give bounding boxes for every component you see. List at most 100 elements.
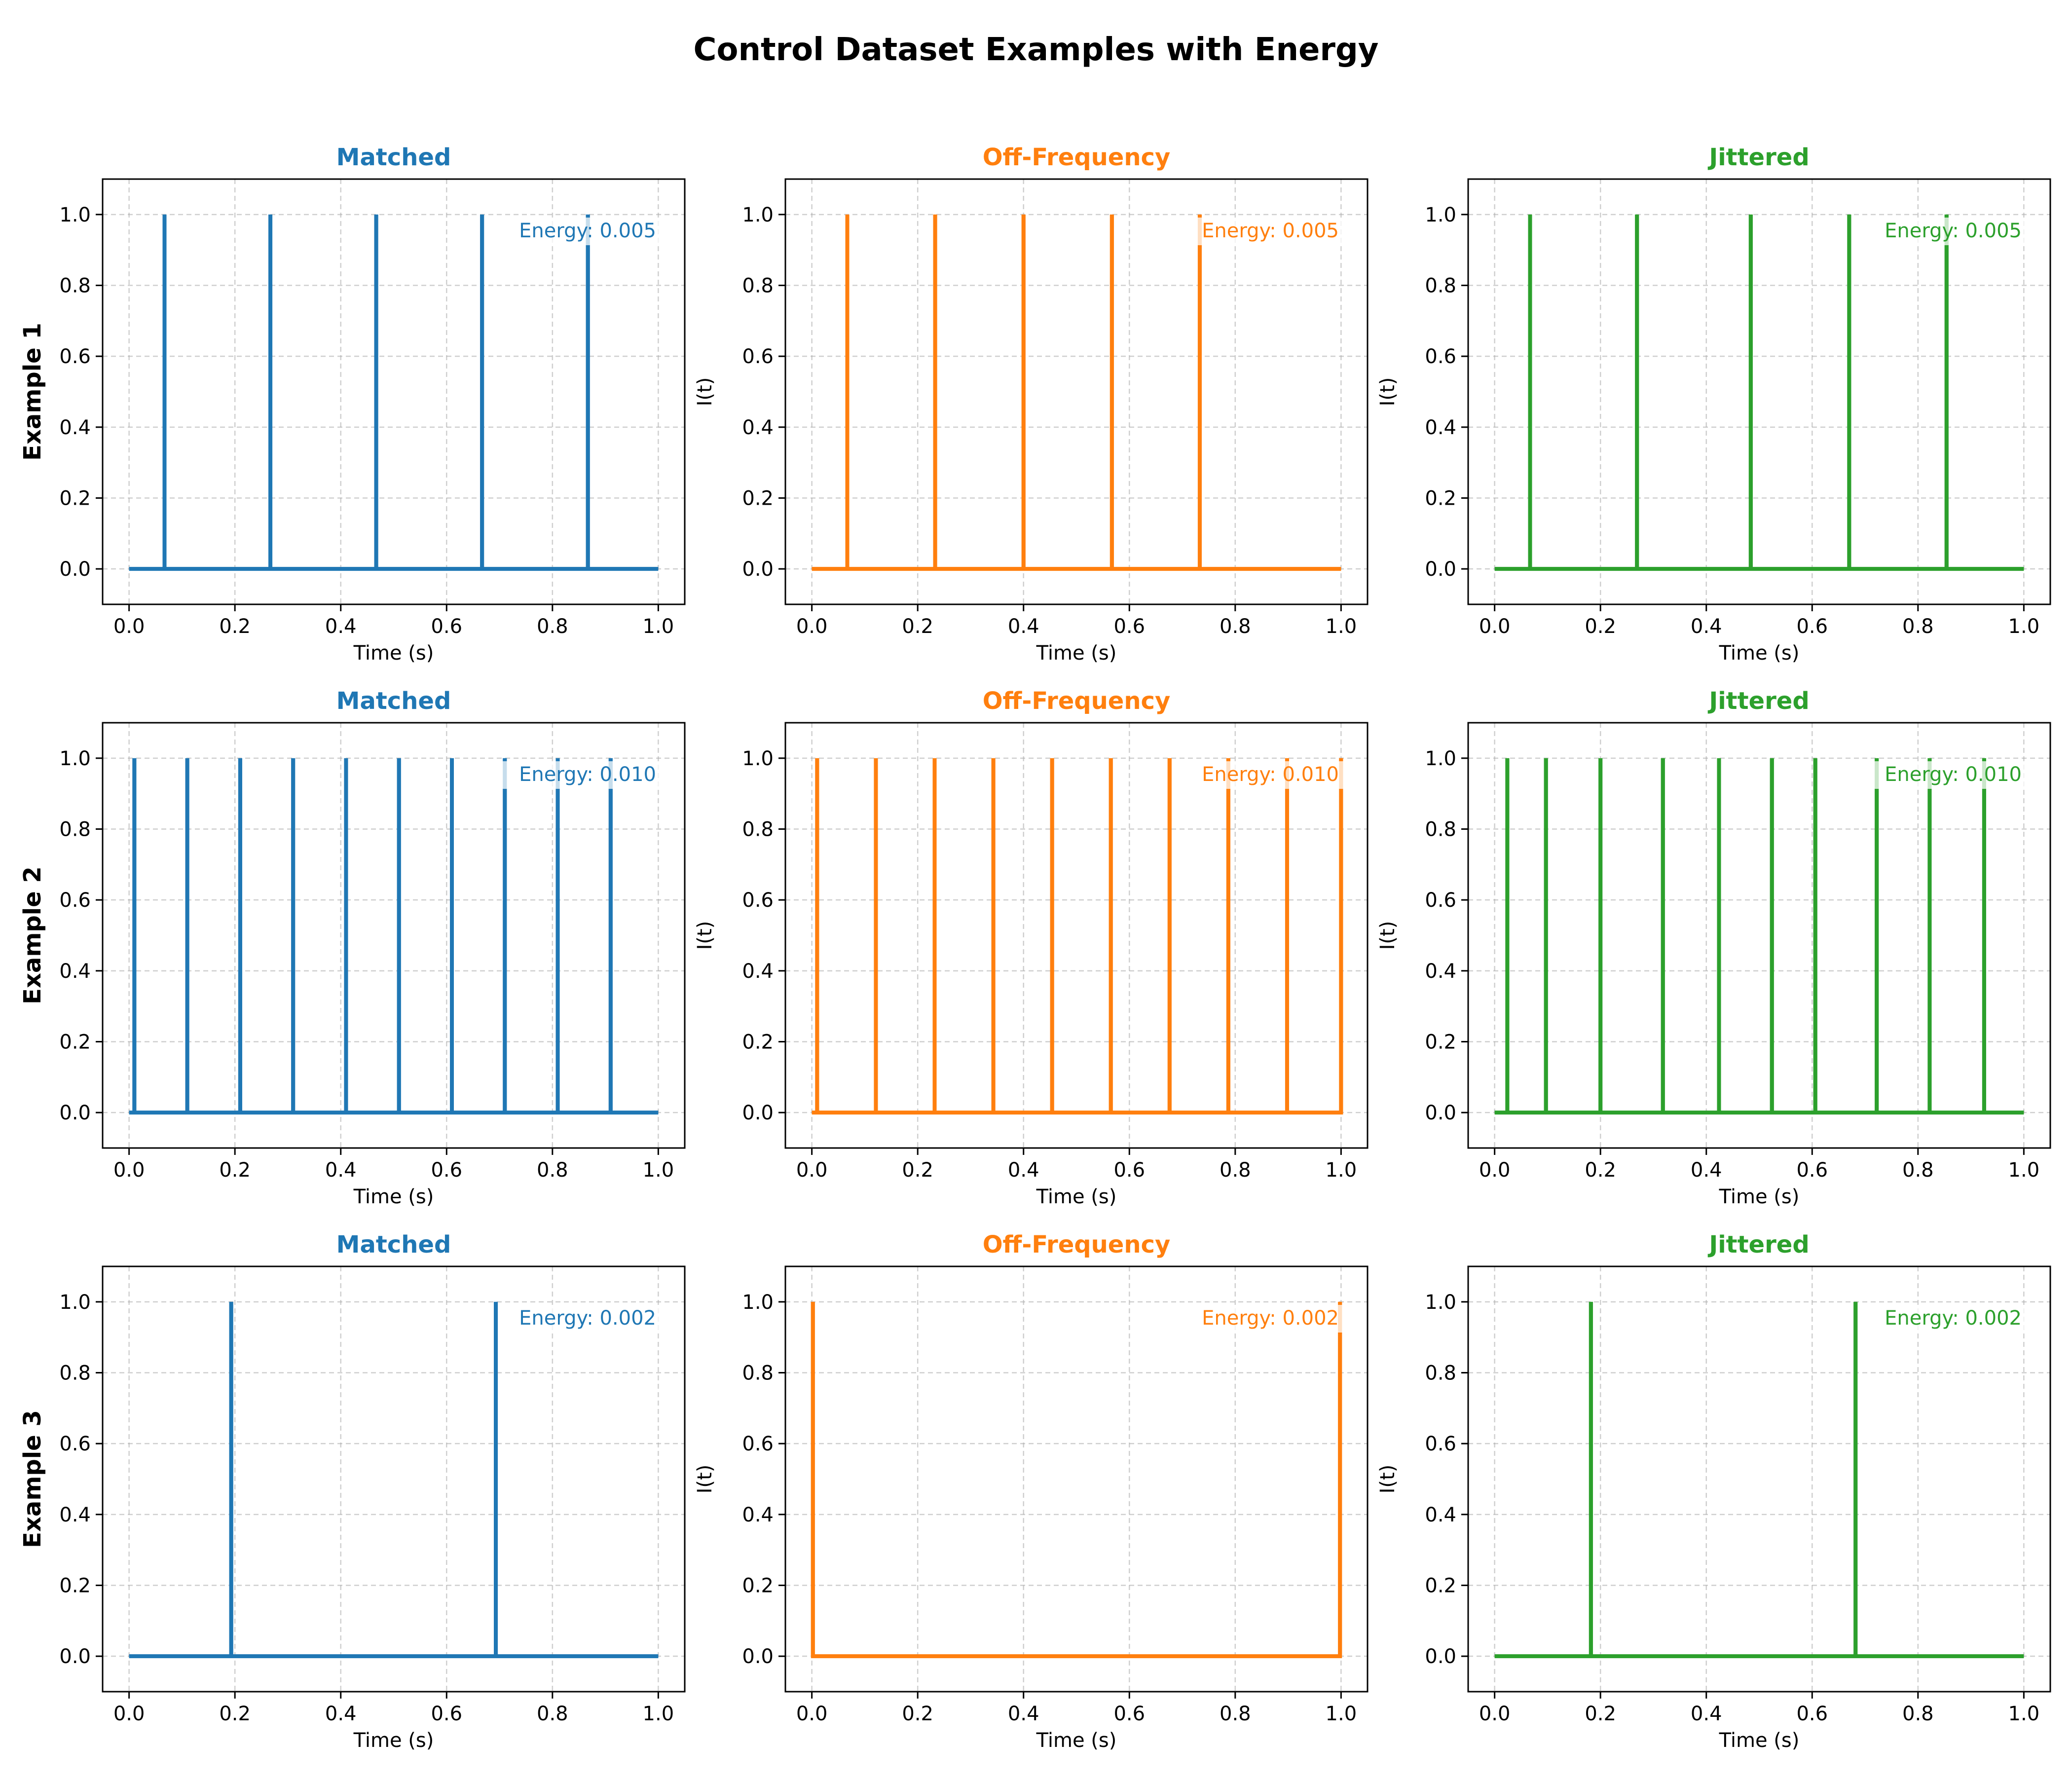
y-tick-label: 1.0 <box>742 204 774 226</box>
subplot-title: Jittered <box>1707 144 1809 171</box>
x-tick-label: 1.0 <box>2008 615 2040 638</box>
y-axis-label: I(t) <box>1376 377 1399 407</box>
energy-annotation: Energy: 0.005 <box>1202 220 1339 242</box>
y-tick-label: 0.6 <box>742 1433 774 1455</box>
plot-frame <box>1467 722 2051 1149</box>
x-tick-label: 0.0 <box>113 1703 145 1725</box>
y-tick-label: 0.6 <box>742 889 774 912</box>
y-tick-label: 0.4 <box>59 960 91 983</box>
y-tick-label: 0.0 <box>742 1645 774 1668</box>
x-tick-label: 0.2 <box>219 615 251 638</box>
x-tick-label: 0.0 <box>113 1159 145 1182</box>
x-tick-label: 0.0 <box>1479 615 1511 638</box>
x-tick-label: 1.0 <box>643 1703 674 1725</box>
x-tick-label: 0.2 <box>219 1703 251 1725</box>
x-tick-label: 0.8 <box>1220 615 1251 638</box>
y-tick-label: 0.4 <box>742 1504 774 1526</box>
y-tick-label: 0.0 <box>59 1102 91 1124</box>
x-tick-label: 0.0 <box>796 1159 828 1182</box>
y-tick-label: 0.2 <box>59 1575 91 1597</box>
y-tick-label: 1.0 <box>742 747 774 770</box>
y-tick-label: 0.2 <box>742 487 774 510</box>
energy-annotation: Energy: 0.002 <box>1202 1307 1339 1330</box>
y-tick-label: 0.4 <box>1425 416 1456 439</box>
energy-annotation: Energy: 0.010 <box>519 763 656 786</box>
y-tick-label: 0.2 <box>742 1031 774 1054</box>
figure-title: Control Dataset Examples with Energy <box>694 32 1379 68</box>
x-axis-label: Time (s) <box>1719 1729 1800 1752</box>
plot-frame <box>784 722 1369 1149</box>
y-tick-label: 0.2 <box>59 487 91 510</box>
y-tick-label: 0.0 <box>742 1102 774 1124</box>
x-tick-label: 0.4 <box>1691 1703 1722 1725</box>
y-tick-label: 0.8 <box>742 1362 774 1385</box>
y-tick-label: 0.8 <box>742 275 774 297</box>
x-tick-label: 1.0 <box>2008 1159 2040 1182</box>
y-tick-label: 1.0 <box>1425 1291 1456 1314</box>
x-tick-label: 0.6 <box>1796 1703 1828 1725</box>
y-tick-label: 0.2 <box>59 1031 91 1054</box>
y-tick-label: 0.0 <box>59 1645 91 1668</box>
x-tick-label: 0.4 <box>325 615 357 638</box>
subplot-title: Off-Frequency <box>983 144 1171 171</box>
subplot-title: Matched <box>336 1231 451 1259</box>
row-label: Example 1 <box>19 323 46 461</box>
y-tick-label: 0.8 <box>1425 275 1456 297</box>
x-tick-label: 0.8 <box>1902 615 1934 638</box>
y-tick-label: 0.0 <box>742 558 774 581</box>
subplot-title: Off-Frequency <box>983 1231 1171 1259</box>
y-tick-label: 1.0 <box>1425 747 1456 770</box>
x-axis-label: Time (s) <box>353 642 434 665</box>
x-axis-label: Time (s) <box>1719 642 1800 665</box>
y-tick-label: 0.4 <box>1425 1504 1456 1526</box>
plot-frame <box>784 178 1369 605</box>
subplot-r2-c1: 0.0 0.2 0.4 0.6 0.8 1.0 0.0 0.2 0.4 0.6 0.8 1.0 Matc… <box>19 687 686 1208</box>
x-tick-label: 0.8 <box>1902 1159 1934 1182</box>
plot-frame <box>784 1265 1369 1693</box>
x-tick-label: 1.0 <box>643 615 674 638</box>
energy-annotation-box <box>1181 218 1344 245</box>
subplot-r1-c1: 0.0 0.2 0.4 0.6 0.8 1.0 0.0 0.2 0.4 0.6 0.8 1.0 Matc… <box>19 144 686 665</box>
y-axis-label: I(t) <box>694 921 716 950</box>
x-tick-label: 0.8 <box>537 1159 568 1182</box>
energy-annotation-box <box>1864 218 2027 245</box>
y-tick-label: 0.6 <box>1425 345 1456 368</box>
y-tick-label: 0.2 <box>1425 1031 1456 1054</box>
y-tick-label: 0.4 <box>742 416 774 439</box>
x-axis-label: Time (s) <box>1719 1185 1800 1208</box>
x-tick-label: 0.2 <box>1585 615 1616 638</box>
x-tick-label: 0.6 <box>431 1159 462 1182</box>
x-tick-label: 0.2 <box>1585 1703 1616 1725</box>
x-tick-label: 0.2 <box>902 615 933 638</box>
y-tick-label: 0.4 <box>742 960 774 983</box>
x-tick-label: 0.0 <box>1479 1159 1511 1182</box>
x-axis-label: Time (s) <box>353 1729 434 1752</box>
energy-annotation-box <box>498 761 661 789</box>
x-tick-label: 0.4 <box>1691 615 1722 638</box>
energy-annotation-box <box>1181 761 1344 789</box>
x-tick-label: 0.6 <box>431 615 462 638</box>
x-tick-label: 1.0 <box>1326 1703 1357 1725</box>
energy-annotation: Energy: 0.010 <box>1202 763 1339 786</box>
y-tick-label: 0.2 <box>1425 1575 1456 1597</box>
y-tick-label: 0.4 <box>1425 960 1456 983</box>
subplot-title: Matched <box>336 144 451 171</box>
x-axis-label: Time (s) <box>1036 642 1117 665</box>
x-tick-label: 0.6 <box>1796 615 1828 638</box>
y-tick-label: 0.8 <box>1425 1362 1456 1385</box>
y-axis-label: I(t) <box>694 377 716 407</box>
y-tick-label: 0.8 <box>742 818 774 841</box>
x-tick-label: 0.8 <box>1902 1703 1934 1725</box>
x-tick-label: 0.6 <box>1113 1703 1145 1725</box>
subplot-title: Off-Frequency <box>983 687 1171 715</box>
x-tick-label: 0.6 <box>431 1703 462 1725</box>
subplot-r3-c1: 0.0 0.2 0.4 0.6 0.8 1.0 0.0 0.2 0.4 0.6 0.8 1.0 Matc… <box>19 1231 686 1752</box>
y-tick-label: 0.8 <box>59 818 91 841</box>
energy-annotation-box <box>1181 1305 1344 1333</box>
x-tick-label: 0.6 <box>1796 1159 1828 1182</box>
x-tick-label: 0.4 <box>1008 1703 1039 1725</box>
x-tick-label: 0.0 <box>113 615 145 638</box>
energy-annotation-box <box>1864 1305 2027 1333</box>
y-tick-label: 0.6 <box>1425 1433 1456 1455</box>
